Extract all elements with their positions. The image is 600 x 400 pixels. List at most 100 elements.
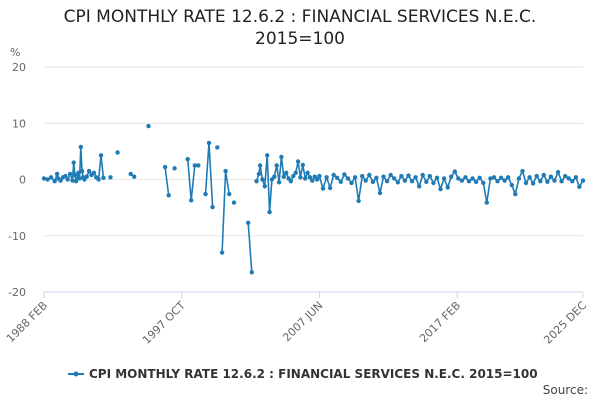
data-point[interactable] <box>215 145 220 150</box>
data-point[interactable] <box>399 173 404 179</box>
data-point[interactable] <box>580 178 586 183</box>
data-point[interactable] <box>335 175 340 180</box>
data-point[interactable] <box>128 171 133 177</box>
data-point[interactable] <box>72 172 78 178</box>
data-point[interactable] <box>377 190 383 196</box>
data-point[interactable] <box>352 175 358 180</box>
data-point[interactable] <box>320 186 326 191</box>
data-point[interactable] <box>108 175 113 180</box>
data-point[interactable] <box>409 179 415 184</box>
data-point[interactable] <box>132 174 137 179</box>
data-point[interactable] <box>388 172 393 178</box>
data-point[interactable] <box>98 153 104 158</box>
data-point[interactable] <box>530 181 536 186</box>
data-point[interactable] <box>466 179 472 184</box>
data-point[interactable] <box>570 179 575 184</box>
data-point[interactable] <box>349 180 354 186</box>
data-point[interactable] <box>555 170 561 175</box>
series-line[interactable] <box>41 123 586 275</box>
data-point[interactable] <box>246 220 251 225</box>
data-point[interactable] <box>256 171 262 177</box>
data-point[interactable] <box>520 168 525 174</box>
data-point[interactable] <box>506 175 511 180</box>
data-point[interactable] <box>45 177 50 182</box>
data-point[interactable] <box>317 173 322 179</box>
legend[interactable]: CPI MONTHLY RATE 12.6.2 : FINANCIAL SERV… <box>68 367 538 381</box>
data-point[interactable] <box>65 177 70 182</box>
data-point[interactable] <box>101 175 106 180</box>
data-point[interactable] <box>456 176 461 181</box>
data-point[interactable] <box>541 172 546 178</box>
data-point[interactable] <box>58 178 63 183</box>
data-point[interactable] <box>445 185 450 190</box>
data-point[interactable] <box>577 184 582 189</box>
data-point[interactable] <box>559 179 564 184</box>
data-point[interactable] <box>203 191 208 197</box>
data-point[interactable] <box>459 178 465 183</box>
data-point[interactable] <box>413 175 418 180</box>
data-point[interactable] <box>79 168 85 174</box>
data-point[interactable] <box>48 175 54 180</box>
data-point[interactable] <box>406 173 411 178</box>
data-point[interactable] <box>262 184 267 189</box>
data-point[interactable] <box>502 178 507 183</box>
data-point[interactable] <box>314 177 320 182</box>
data-point[interactable] <box>67 171 73 177</box>
data-point[interactable] <box>434 175 440 180</box>
data-point[interactable] <box>470 176 475 181</box>
data-point[interactable] <box>342 172 347 177</box>
data-point[interactable] <box>284 170 289 175</box>
data-point[interactable] <box>303 176 308 181</box>
data-point[interactable] <box>477 175 482 180</box>
data-point[interactable] <box>538 179 543 184</box>
data-point[interactable] <box>438 186 443 192</box>
data-point[interactable] <box>293 170 298 175</box>
data-point[interactable] <box>70 178 75 183</box>
data-point[interactable] <box>392 176 397 181</box>
data-point[interactable] <box>367 172 372 178</box>
data-point[interactable] <box>223 168 228 174</box>
data-point[interactable] <box>305 170 310 175</box>
data-point[interactable] <box>463 175 468 180</box>
data-point[interactable] <box>272 174 277 179</box>
data-point[interactable] <box>189 198 194 203</box>
data-point[interactable] <box>310 178 315 183</box>
data-point[interactable] <box>324 175 329 180</box>
data-point[interactable] <box>274 163 279 168</box>
data-point[interactable] <box>509 182 514 188</box>
data-point[interactable] <box>566 176 571 181</box>
data-point[interactable] <box>96 177 101 182</box>
data-point[interactable] <box>86 168 92 174</box>
data-point[interactable] <box>431 180 436 186</box>
data-point[interactable] <box>71 160 76 165</box>
data-point[interactable] <box>424 179 429 184</box>
data-point[interactable] <box>381 174 386 179</box>
data-point[interactable] <box>196 163 201 168</box>
data-point[interactable] <box>481 180 486 186</box>
data-point[interactable] <box>295 159 301 164</box>
data-point[interactable] <box>491 175 497 180</box>
data-point[interactable] <box>573 175 579 180</box>
data-point[interactable] <box>363 178 368 183</box>
data-point[interactable] <box>276 180 282 185</box>
data-point[interactable] <box>417 184 422 189</box>
data-point[interactable] <box>441 176 447 181</box>
data-point[interactable] <box>192 163 197 168</box>
data-point[interactable] <box>54 171 60 177</box>
data-point[interactable] <box>331 172 336 178</box>
data-point[interactable] <box>338 179 343 184</box>
data-point[interactable] <box>63 173 68 179</box>
data-point[interactable] <box>452 169 457 174</box>
data-point[interactable] <box>516 176 522 181</box>
data-point[interactable] <box>360 173 365 179</box>
data-point[interactable] <box>185 157 190 162</box>
data-point[interactable] <box>552 178 557 183</box>
data-point[interactable] <box>449 174 454 179</box>
data-point[interactable] <box>356 198 361 204</box>
data-point[interactable] <box>327 185 333 191</box>
data-point[interactable] <box>41 176 47 181</box>
data-point[interactable] <box>402 178 408 183</box>
data-point[interactable] <box>260 177 265 182</box>
data-point[interactable] <box>370 179 376 184</box>
data-point[interactable] <box>166 193 171 198</box>
